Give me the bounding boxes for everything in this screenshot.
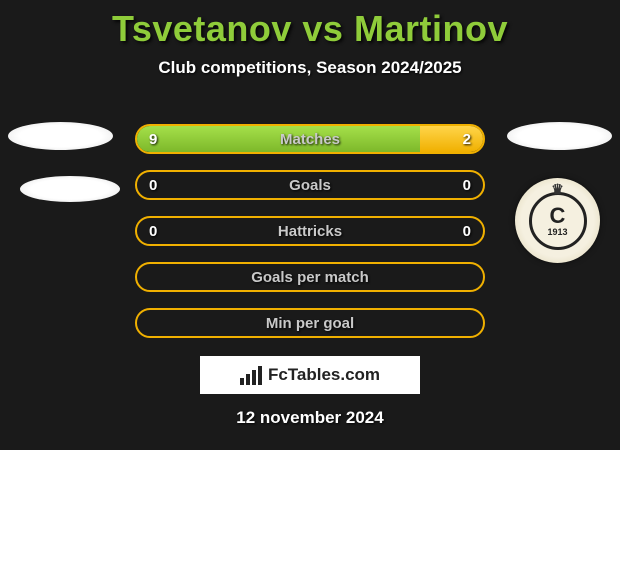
bar-label: Min per goal [137,315,483,332]
player-right-placeholder-1 [507,122,612,150]
crown-icon: ♛ [551,181,564,198]
stat-bar-row: Min per goal [135,308,485,338]
player-left-placeholder-1 [8,122,113,150]
club-badge-year: 1913 [547,227,567,237]
bar-chart-icon [240,366,262,385]
club-badge-letter: C [550,205,566,227]
club-badge-right: ♛ C 1913 [515,178,600,263]
fctables-text: FcTables.com [268,365,380,385]
bar-label: Matches [137,131,483,148]
stat-bar-row: 00Goals [135,170,485,200]
page-subtitle: Club competitions, Season 2024/2025 [0,58,620,78]
stat-bar-row: 00Hattricks [135,216,485,246]
stat-bar-row: Goals per match [135,262,485,292]
player-left-placeholder-2 [20,176,120,202]
page-title: Tsvetanov vs Martinov [0,0,620,50]
comparison-panel: Tsvetanov vs Martinov Club competitions,… [0,0,620,450]
bar-label: Hattricks [137,223,483,240]
fctables-badge: FcTables.com [200,356,420,394]
snapshot-date: 12 november 2024 [0,408,620,428]
stat-bar-row: 92Matches [135,124,485,154]
bar-label: Goals [137,177,483,194]
bar-label: Goals per match [137,269,483,286]
stat-bars: 92Matches 00Goals 00Hattricks Goals per mat… [135,124,485,354]
